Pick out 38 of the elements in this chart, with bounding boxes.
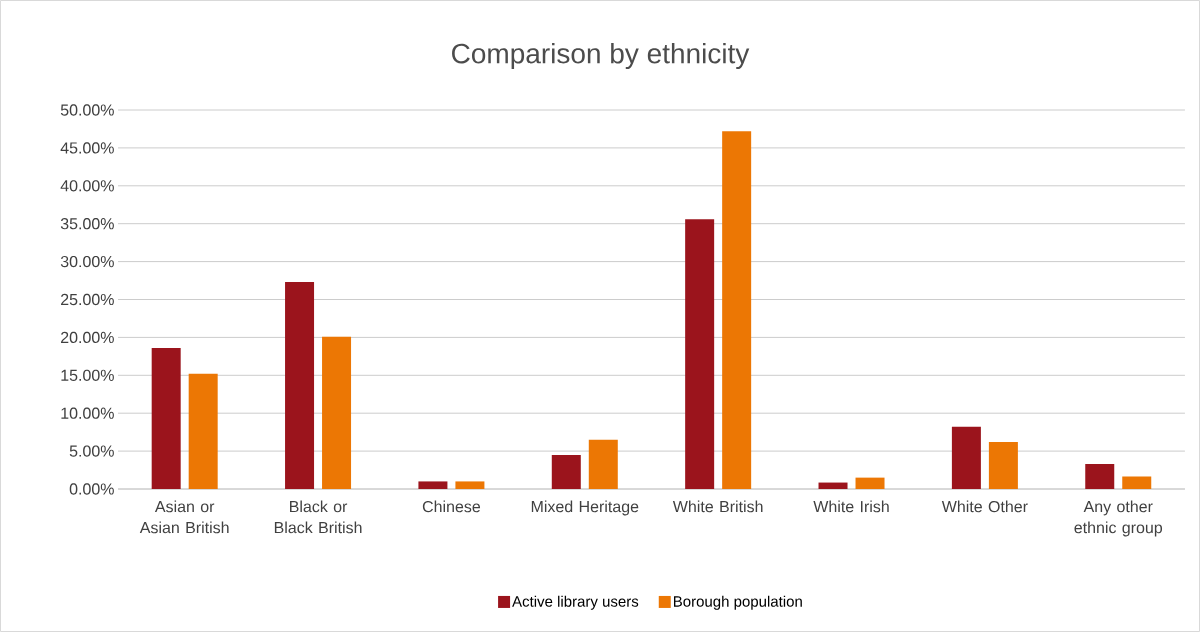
y-tick-label: 20.00% [61, 331, 114, 344]
x-tick-label: Any other ethnic group [1074, 500, 1163, 537]
bar [1085, 463, 1115, 489]
bar [188, 373, 218, 489]
x-tick-label: Black or Black British [274, 500, 362, 534]
bar [418, 481, 448, 489]
x-tick-label: Asian or Asian British [139, 500, 229, 534]
legend-label: Borough population [673, 595, 802, 610]
y-tick-label: 45.00% [60, 142, 114, 154]
x-tick-label: White British [672, 500, 763, 513]
bar [151, 348, 181, 489]
x-tick-label: Mixed Heritage [531, 500, 639, 516]
x-tick-label: White Irish [813, 500, 889, 513]
y-tick-label: 35.00% [60, 218, 114, 230]
y-tick-label: 25.00% [61, 293, 114, 306]
y-tick-label: 0.00% [69, 483, 114, 495]
bar [855, 477, 885, 489]
y-tick-label: 5.00% [69, 445, 114, 457]
bar [988, 442, 1018, 489]
bar [722, 131, 752, 489]
bar [588, 439, 618, 489]
bar [285, 282, 315, 489]
bar [455, 481, 485, 489]
x-tick-label: Chinese [422, 500, 481, 513]
x-tick-label: White Other [941, 500, 1028, 513]
y-tick-label: 50.00% [60, 104, 114, 116]
bar [818, 482, 848, 489]
y-tick-label: 40.00% [60, 180, 114, 192]
bar [951, 426, 981, 489]
bar [551, 454, 581, 489]
y-tick-label: 30.00% [60, 255, 114, 268]
y-tick-label: 10.00% [61, 407, 114, 419]
bar [322, 336, 352, 489]
bar [685, 219, 715, 489]
bar [1122, 476, 1152, 489]
legend-label: Active library users [512, 595, 639, 610]
chart-title: Comparison by ethnicity [452, 42, 750, 70]
y-tick-label: 15.00% [61, 369, 114, 381]
